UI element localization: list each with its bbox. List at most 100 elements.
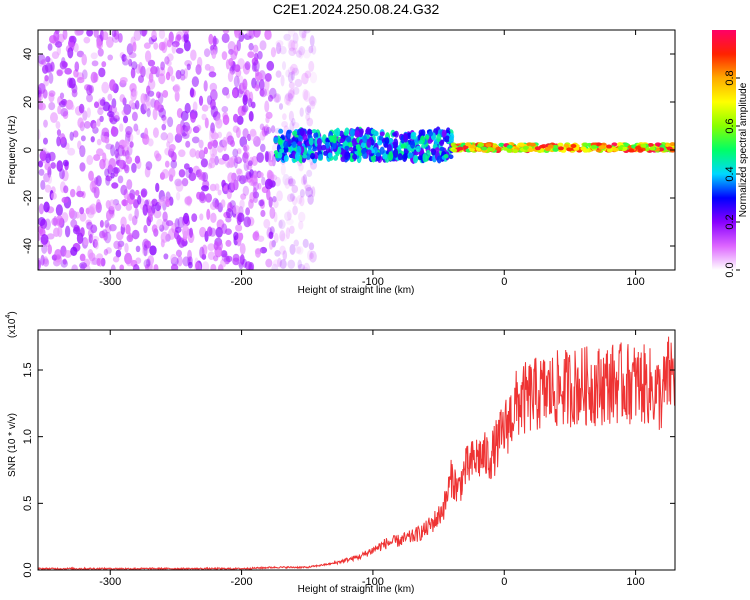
spectrogram-cell bbox=[124, 242, 129, 254]
spectrogram-cell bbox=[288, 47, 297, 56]
spectrogram-cell bbox=[236, 39, 241, 52]
spectrogram-cell bbox=[183, 39, 191, 52]
spectrogram-cell bbox=[595, 142, 602, 147]
snr-y-tick-label: 0.0 bbox=[22, 562, 34, 577]
spectrogram-cell bbox=[388, 151, 394, 161]
spectrogram-cell bbox=[143, 224, 148, 234]
spectrogram-cell bbox=[298, 220, 304, 230]
spectrogram-cell bbox=[252, 44, 259, 53]
spectrogram-cell bbox=[158, 30, 166, 40]
spectrogram-cell bbox=[128, 213, 133, 222]
spectrogram-cell bbox=[254, 247, 263, 255]
spectrogram-cell bbox=[236, 75, 244, 85]
spectrogram-cell bbox=[53, 30, 60, 42]
spectrogram-cell bbox=[327, 152, 333, 159]
spectrogram-cell bbox=[573, 146, 580, 151]
spectrogram-cell bbox=[79, 145, 86, 158]
spectrogram-cell bbox=[230, 50, 238, 61]
spectrogram-cell bbox=[370, 154, 376, 163]
spectrogram-cell bbox=[105, 36, 114, 48]
spectrogram-cell bbox=[72, 130, 79, 138]
spectrogram-cell bbox=[637, 148, 644, 153]
spectrogram-cell bbox=[155, 182, 160, 193]
spectrogram-cell bbox=[278, 219, 286, 230]
spectrogram-cell bbox=[280, 74, 285, 87]
spectrogram-cell bbox=[228, 57, 234, 67]
spectrogram-cell bbox=[297, 259, 302, 269]
spectrogram-cell bbox=[300, 175, 306, 186]
spectrogram-cell bbox=[506, 144, 513, 149]
spectrogram-cell bbox=[268, 94, 274, 102]
spectrogram-y-tick-label: 40 bbox=[22, 48, 34, 60]
spectrogram-cell bbox=[190, 112, 197, 123]
spectrogram-cell bbox=[175, 191, 181, 201]
spectrogram-cell bbox=[155, 91, 161, 99]
spectrogram-cell bbox=[427, 138, 433, 144]
spectrogram-cell bbox=[469, 144, 476, 149]
spectrogram-cell bbox=[270, 125, 276, 134]
spectrogram-cell bbox=[110, 144, 116, 157]
spectrogram-cell bbox=[86, 30, 94, 37]
spectrogram-cell bbox=[105, 143, 113, 150]
spectrogram-cell bbox=[146, 107, 151, 118]
spectrogram-cell bbox=[298, 45, 306, 56]
snr-frame bbox=[37, 329, 676, 571]
spectrogram-cell bbox=[498, 142, 505, 147]
spectrogram-cell bbox=[302, 238, 309, 249]
spectrogram-cell bbox=[309, 250, 317, 263]
spectrogram-cell bbox=[94, 240, 99, 250]
spectrogram-cell bbox=[189, 148, 197, 158]
spectrogram-cell bbox=[182, 121, 191, 132]
spectrogram-cell bbox=[209, 201, 217, 211]
spectrogram-cell bbox=[184, 102, 191, 114]
spectrogram-cell bbox=[117, 243, 122, 251]
spectrogram-cell bbox=[128, 58, 133, 67]
spectrogram-cell bbox=[355, 144, 361, 151]
spectrogram-cell bbox=[55, 121, 61, 130]
snr-y-label: SNR (10 * v/v) bbox=[7, 413, 18, 477]
spectrogram-cell bbox=[134, 100, 140, 110]
spectrogram-cell bbox=[53, 227, 60, 237]
spectrogram-cell bbox=[67, 147, 76, 156]
spectrogram-cell bbox=[135, 128, 141, 135]
spectrogram-cell bbox=[120, 216, 127, 228]
spectrogram-cell bbox=[158, 41, 166, 51]
spectrogram-cell bbox=[69, 104, 75, 111]
spectrogram-y-tick-label: -40 bbox=[22, 238, 34, 254]
spectrogram-cell bbox=[312, 147, 318, 152]
spectrogram-cell bbox=[119, 76, 128, 84]
spectrogram-cell bbox=[278, 128, 284, 134]
spectrogram-cell bbox=[268, 231, 274, 239]
chart-title: C2E1.2024.250.08.24.G32 bbox=[273, 1, 440, 17]
spectrogram-cell bbox=[257, 50, 263, 60]
spectrogram-cell bbox=[122, 58, 129, 66]
spectrogram-cell bbox=[160, 231, 169, 243]
spectrogram-cell bbox=[264, 178, 273, 190]
spectrogram-cell bbox=[143, 42, 151, 49]
spectrogram-y-tick-label: -20 bbox=[22, 190, 34, 206]
spectrogram-cell bbox=[115, 152, 121, 164]
spectrogram-cell bbox=[248, 111, 254, 122]
spectrogram-cell bbox=[611, 142, 618, 147]
spectrogram-cell bbox=[192, 101, 198, 112]
spectrogram-cell bbox=[276, 42, 282, 55]
spectrogram-cell bbox=[321, 144, 327, 151]
spectrogram-cell bbox=[208, 157, 216, 169]
spectrogram-cell bbox=[220, 199, 226, 208]
spectrogram-cell bbox=[98, 67, 106, 78]
spectrogram-cell bbox=[349, 128, 355, 137]
spectrogram-cell bbox=[580, 146, 587, 151]
spectrogram-cell bbox=[242, 258, 248, 269]
spectrogram-cell bbox=[268, 159, 275, 167]
spectrogram-cell bbox=[323, 150, 329, 156]
spectrogram-cell bbox=[109, 79, 116, 91]
spectrogram-cell bbox=[162, 90, 169, 98]
spectrogram-cell bbox=[264, 150, 270, 163]
spectrogram-cell bbox=[270, 47, 277, 58]
spectrogram-cell bbox=[146, 85, 151, 95]
spectrogram-cell bbox=[64, 225, 71, 238]
spectrogram-cell bbox=[86, 93, 93, 103]
spectrogram-cell bbox=[628, 148, 635, 153]
spectrogram-cell bbox=[298, 211, 306, 223]
spectrogram-cell bbox=[158, 189, 166, 202]
